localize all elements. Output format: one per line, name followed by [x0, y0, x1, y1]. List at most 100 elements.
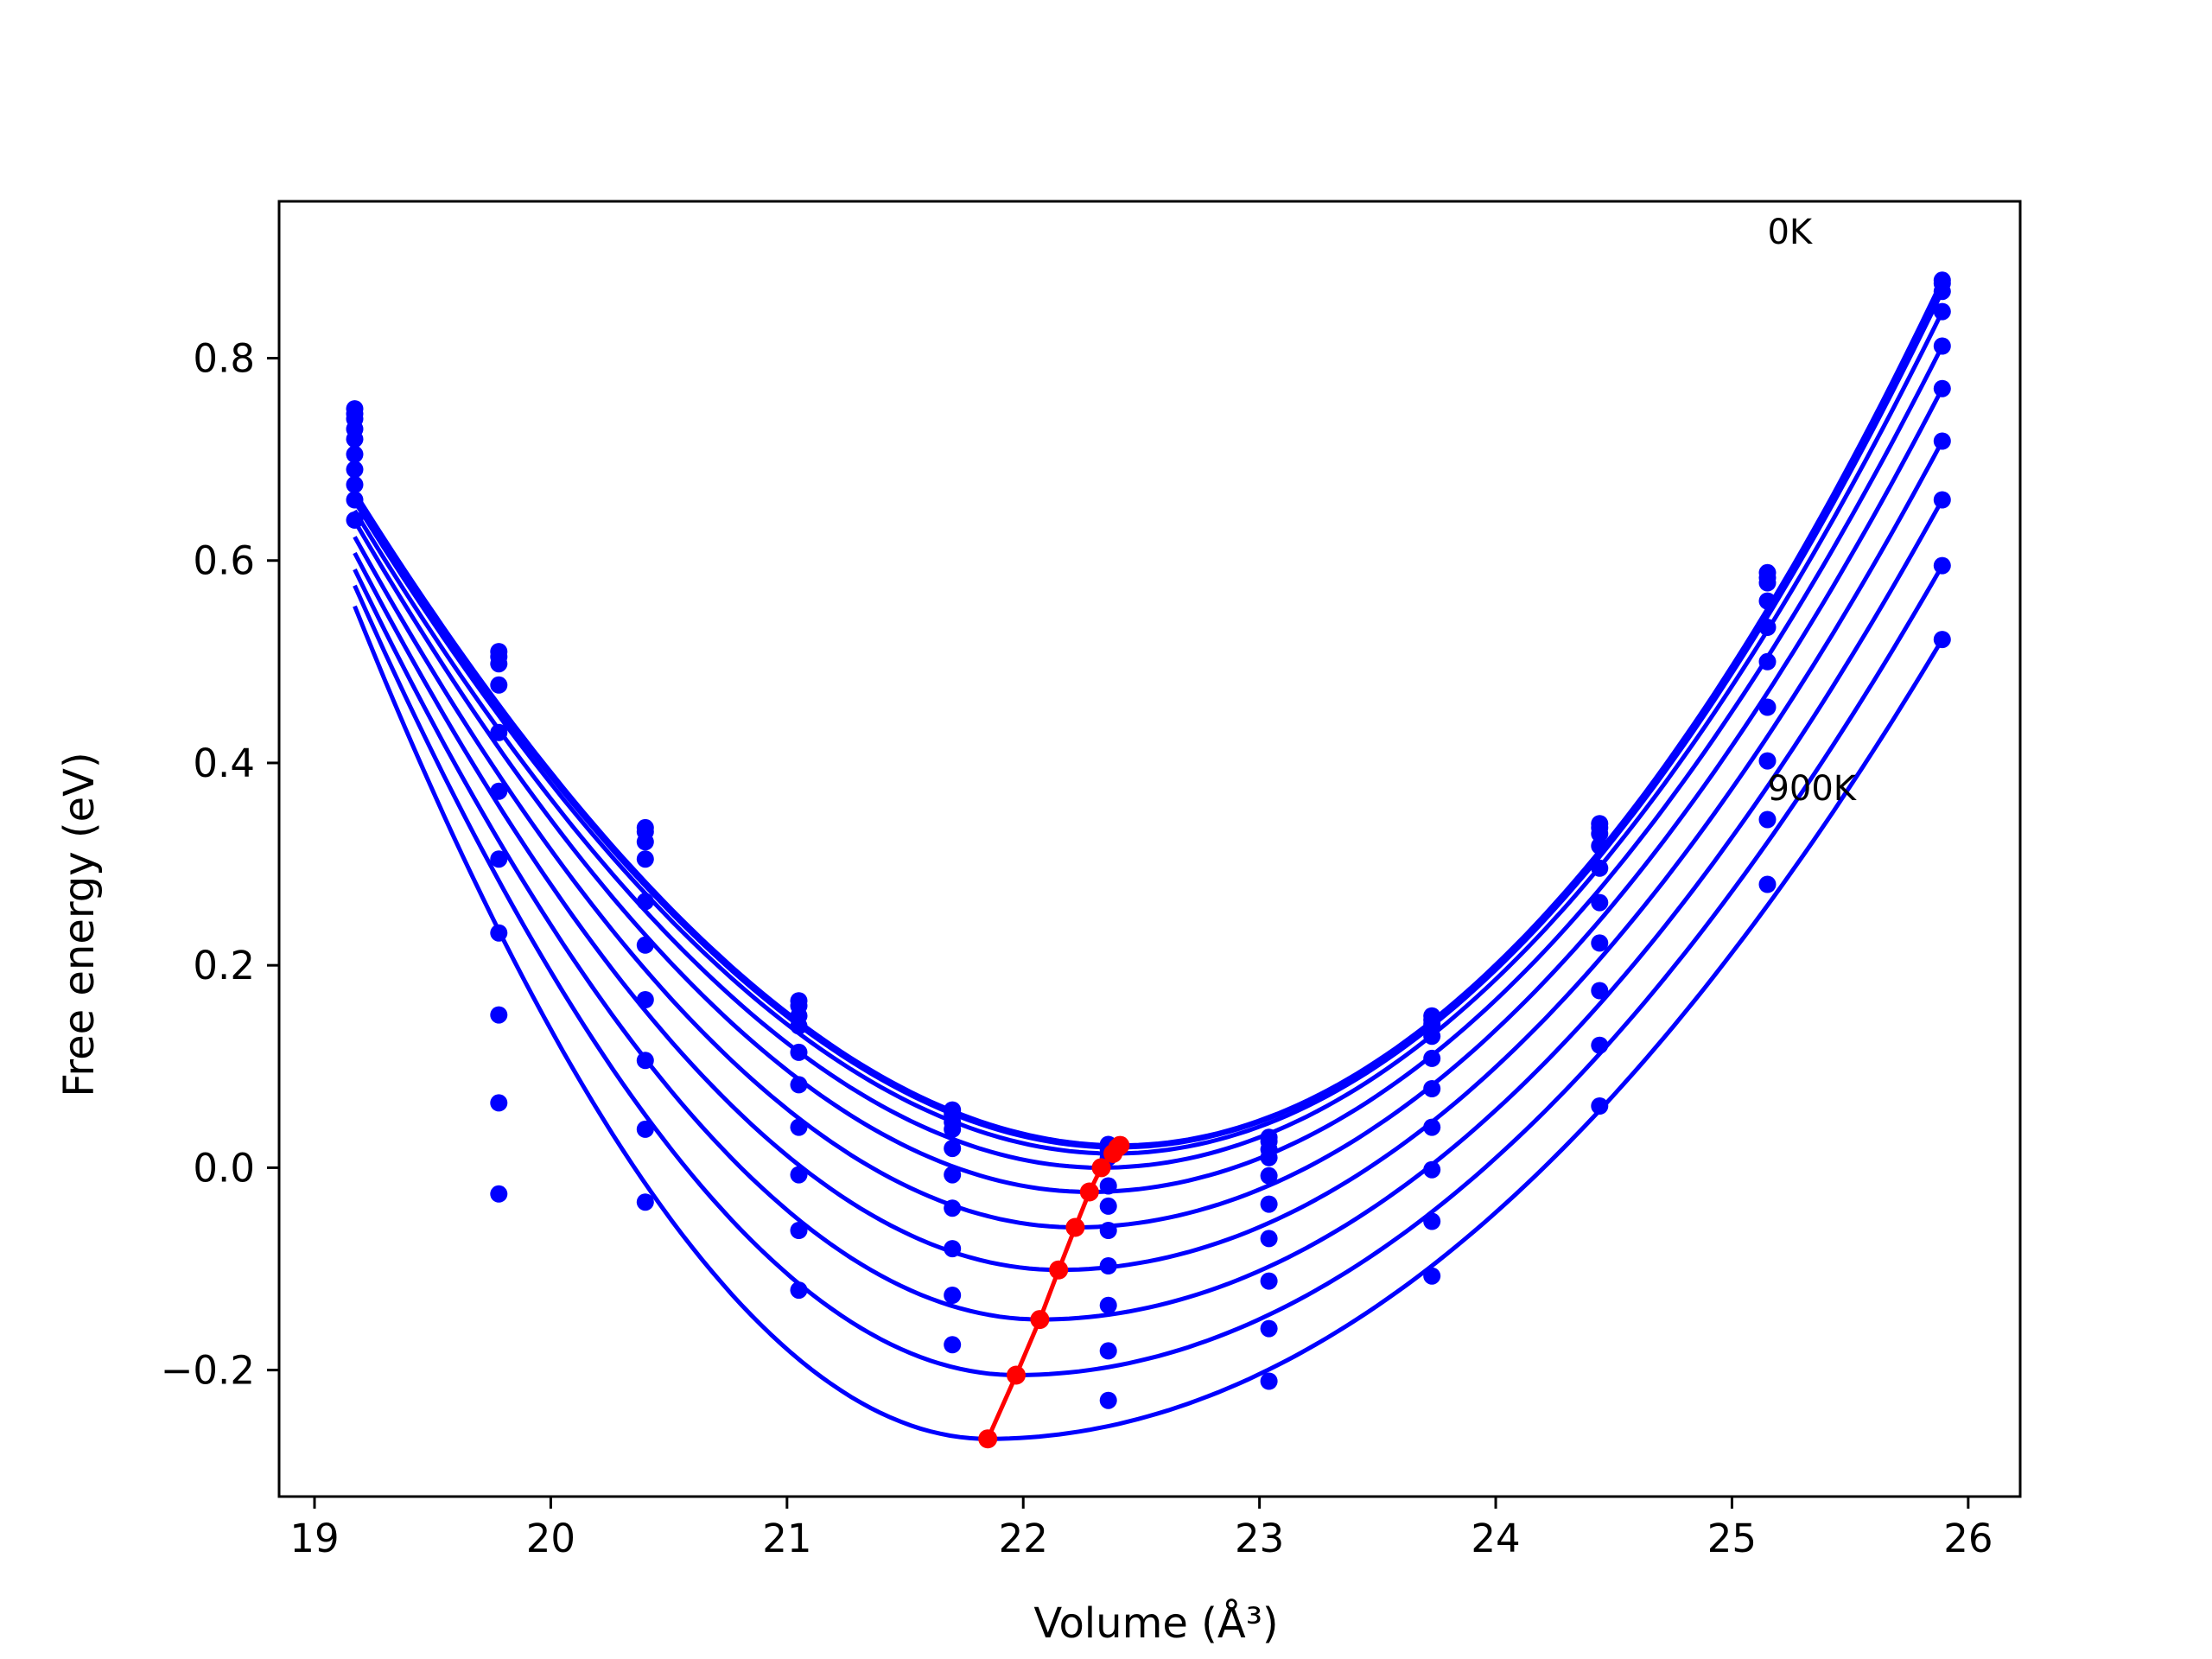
minimum-point	[1079, 1182, 1099, 1202]
data-point	[636, 833, 654, 851]
data-point	[636, 850, 654, 868]
data-point	[1933, 631, 1951, 649]
data-point	[1591, 982, 1609, 1000]
data-point	[1933, 379, 1951, 397]
data-point	[790, 1166, 808, 1184]
data-point	[1099, 1197, 1117, 1215]
data-point	[790, 1076, 808, 1094]
data-point	[1423, 1015, 1441, 1033]
curve-annotations: 0K 900K	[1767, 213, 1857, 809]
data-point	[346, 430, 364, 448]
data-point	[490, 782, 508, 800]
data-point	[790, 1043, 808, 1061]
x-tick-label: 25	[1707, 1516, 1757, 1561]
minimum-point	[978, 1429, 998, 1449]
data-point	[1591, 824, 1609, 842]
data-point	[636, 1052, 654, 1070]
data-point	[1758, 875, 1777, 893]
minimum-point	[1091, 1158, 1111, 1178]
data-point	[1758, 619, 1777, 636]
data-point	[944, 1287, 962, 1304]
x-axis-label: Volume (Å³)	[1033, 1599, 1278, 1648]
data-point	[1758, 652, 1777, 671]
data-point	[944, 1166, 962, 1184]
data-point	[1933, 491, 1951, 509]
data-point	[490, 850, 508, 868]
y-tick-label: −0.2	[161, 1348, 255, 1394]
data-point	[1260, 1195, 1278, 1213]
y-tick-label: 0.0	[193, 1145, 255, 1191]
data-point	[636, 936, 654, 954]
data-point	[1099, 1257, 1117, 1274]
data-point	[490, 655, 508, 673]
data-point	[1099, 1342, 1117, 1360]
minimum-point	[1030, 1310, 1050, 1330]
data-point	[1591, 1036, 1609, 1054]
y-axis-label: Free energy (eV)	[55, 752, 104, 1096]
y-axis-ticks: −0.2 0.0 0.2 0.4 0.6 0.8	[161, 336, 279, 1394]
minimum-point	[1103, 1144, 1123, 1163]
minimum-point	[1049, 1260, 1069, 1280]
data-point	[790, 1281, 808, 1300]
data-point	[1099, 1177, 1117, 1195]
data-point	[1423, 1118, 1441, 1136]
data-point	[1591, 859, 1609, 877]
data-point	[944, 1199, 962, 1217]
data-point	[1758, 752, 1777, 770]
minimum-point	[1065, 1217, 1085, 1237]
fit-curve-600K	[353, 440, 1945, 1273]
data-point	[490, 1185, 508, 1203]
y-tick-label: 0.6	[193, 538, 255, 584]
data-point	[790, 1118, 808, 1136]
x-tick-label: 19	[289, 1516, 339, 1561]
data-point	[1260, 1372, 1278, 1390]
x-tick-label: 22	[999, 1516, 1048, 1561]
data-point	[1099, 1391, 1117, 1409]
data-point	[1933, 337, 1951, 355]
fit-curve-100K	[353, 282, 1945, 1150]
data-point	[1591, 934, 1609, 952]
data-point	[636, 1193, 654, 1211]
data-point	[1758, 810, 1777, 829]
data-point	[1423, 1212, 1441, 1230]
x-tick-label: 20	[526, 1516, 575, 1561]
x-axis-ticks: 19 20 21 22 23 24 25 26	[289, 1497, 1993, 1561]
data-point	[1099, 1222, 1117, 1239]
data-point	[490, 723, 508, 741]
data-point	[944, 1120, 962, 1138]
data-point	[944, 1140, 962, 1158]
data-point	[790, 1017, 808, 1035]
data-point	[944, 1336, 962, 1354]
curve-annotation: 0K	[1767, 213, 1813, 252]
data-point	[1260, 1319, 1278, 1338]
data-point	[1260, 1272, 1278, 1290]
data-point	[1758, 574, 1777, 592]
data-point	[1423, 1080, 1441, 1097]
data-point	[636, 893, 654, 911]
data-point	[1260, 1148, 1278, 1166]
data-point	[1260, 1166, 1278, 1185]
data-point	[1933, 556, 1951, 575]
data-point	[490, 924, 508, 942]
data-point	[1933, 302, 1951, 321]
data-point	[1423, 1027, 1441, 1046]
y-tick-label: 0.2	[193, 943, 255, 988]
data-point	[1591, 893, 1609, 912]
axes-frame	[277, 200, 2022, 1498]
plot-area	[346, 271, 1951, 1449]
x-tick-label: 21	[762, 1516, 811, 1561]
data-point	[346, 461, 364, 479]
data-point	[636, 991, 654, 1008]
fit-curve-200K	[353, 290, 1945, 1156]
fit-curve-400K	[353, 345, 1945, 1195]
fit-curve-300K	[353, 310, 1945, 1170]
x-tick-label: 24	[1471, 1516, 1520, 1561]
data-point	[636, 1120, 654, 1138]
data-point	[346, 491, 364, 509]
data-point	[1260, 1230, 1278, 1248]
x-tick-label: 26	[1943, 1516, 1993, 1561]
fit-curve-800K	[353, 564, 1944, 1378]
data-point	[490, 1006, 508, 1024]
data-point	[1933, 283, 1951, 301]
